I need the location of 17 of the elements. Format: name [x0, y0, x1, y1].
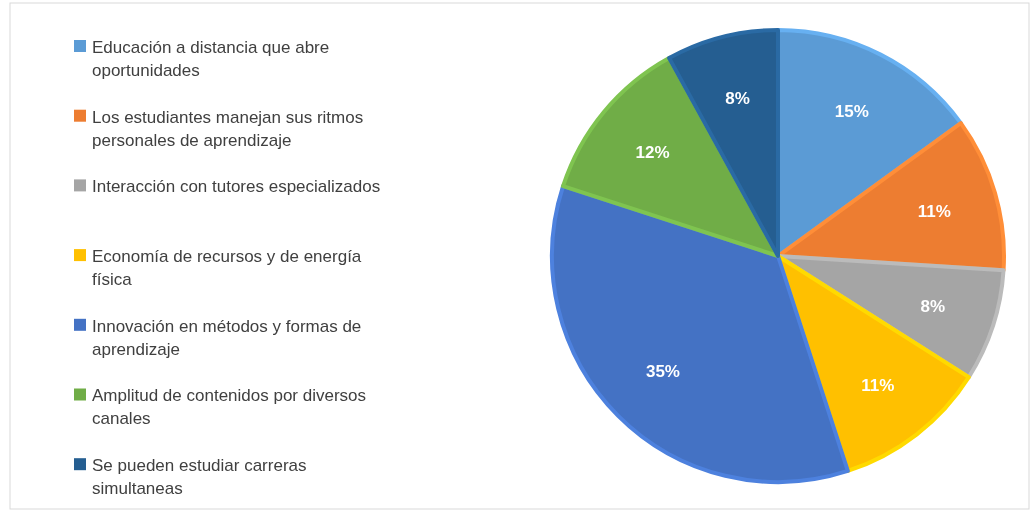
legend-label: Educación a distancia que abre oportunidades [92, 37, 330, 80]
legend-label: Amplitud de contenidos por diversos canales [92, 386, 367, 429]
data-label: 35% [645, 362, 680, 382]
data-label: 8% [725, 89, 750, 109]
data-label: 12% [635, 143, 670, 163]
legend-label: Los estudiantes manejan sus ritmos personales de aprendizaje [92, 107, 364, 150]
data-label: 11% [917, 201, 951, 221]
pie-slice [667, 28, 780, 258]
data-label: 11% [861, 375, 895, 395]
pie-slice [561, 55, 780, 258]
legend-label: Se pueden estudiar carreras simultaneas [92, 456, 307, 499]
data-label: 8% [920, 297, 946, 317]
legend-label: Innovación en métodos y formas de aprendizaje [92, 316, 362, 359]
legend-label: Interacción con tutores especializados [92, 177, 381, 197]
data-label: 15% [834, 101, 869, 121]
pie-slice [550, 184, 850, 484]
legend-label: Economía de recursos y de energía física [92, 247, 362, 290]
